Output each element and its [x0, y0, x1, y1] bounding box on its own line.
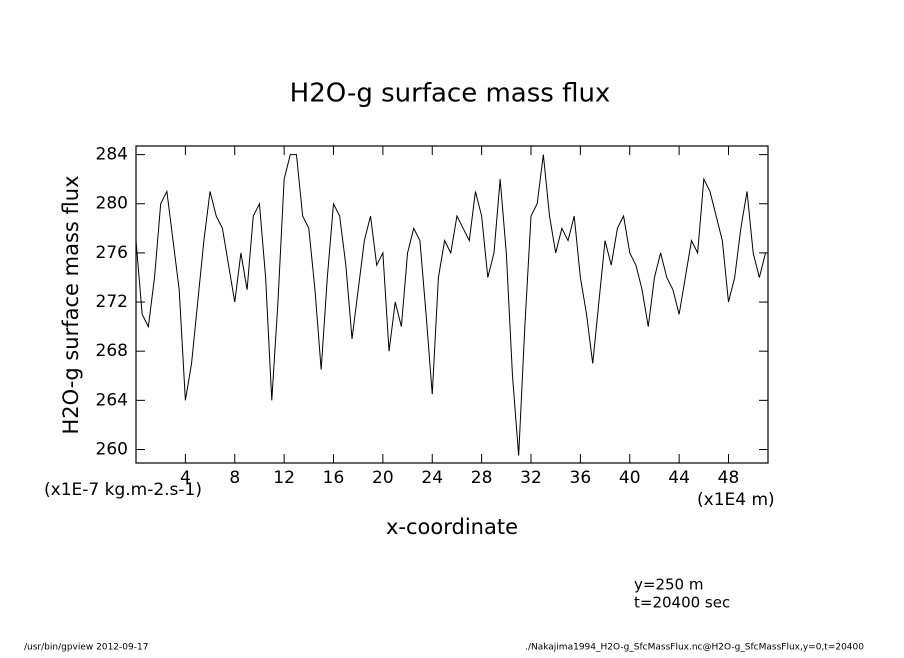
- x-tick-label: 32: [520, 468, 542, 488]
- x-tick-label: 8: [229, 468, 240, 488]
- annotation: y=250 m: [634, 576, 703, 594]
- x-tick-label: 36: [570, 468, 592, 488]
- data-line: [135, 154, 767, 456]
- y-tick-label: 284: [96, 145, 128, 165]
- annotation: t=20400 sec: [634, 594, 730, 612]
- footer: ./Nakajima1994_H2O-g_SfcMassFlux.nc@H2O-…: [525, 643, 864, 653]
- x-tick-label: 44: [668, 468, 690, 488]
- y-tick-label: 276: [96, 243, 128, 263]
- y-tick-label: 260: [96, 439, 128, 459]
- y-axis-label: H2O-g surface mass flux: [59, 176, 83, 435]
- x-tick-label: 4: [180, 468, 191, 488]
- y-tick-label: 264: [96, 390, 128, 410]
- x-tick-label: 12: [273, 468, 295, 488]
- x-tick-label: 40: [619, 468, 641, 488]
- plot-frame: [135, 145, 769, 464]
- x-tick-label: 48: [718, 468, 740, 488]
- x-axis-label: x-coordinate: [386, 515, 518, 539]
- x-tick-label: 20: [372, 468, 394, 488]
- y-tick-label: 272: [96, 292, 128, 312]
- footer: /usr/bin/gpview 2012-09-17: [24, 643, 148, 653]
- y-tick-label: 280: [96, 194, 128, 214]
- y-unit: (x1E-7 kg.m-2.s-1): [44, 480, 202, 500]
- x-tick-label: 16: [323, 468, 345, 488]
- x-unit: (x1E4 m): [697, 490, 775, 510]
- y-tick-label: 268: [96, 341, 128, 361]
- x-tick-label: 28: [471, 468, 493, 488]
- chart-title: H2O-g surface mass flux: [290, 79, 611, 109]
- x-tick-label: 24: [421, 468, 443, 488]
